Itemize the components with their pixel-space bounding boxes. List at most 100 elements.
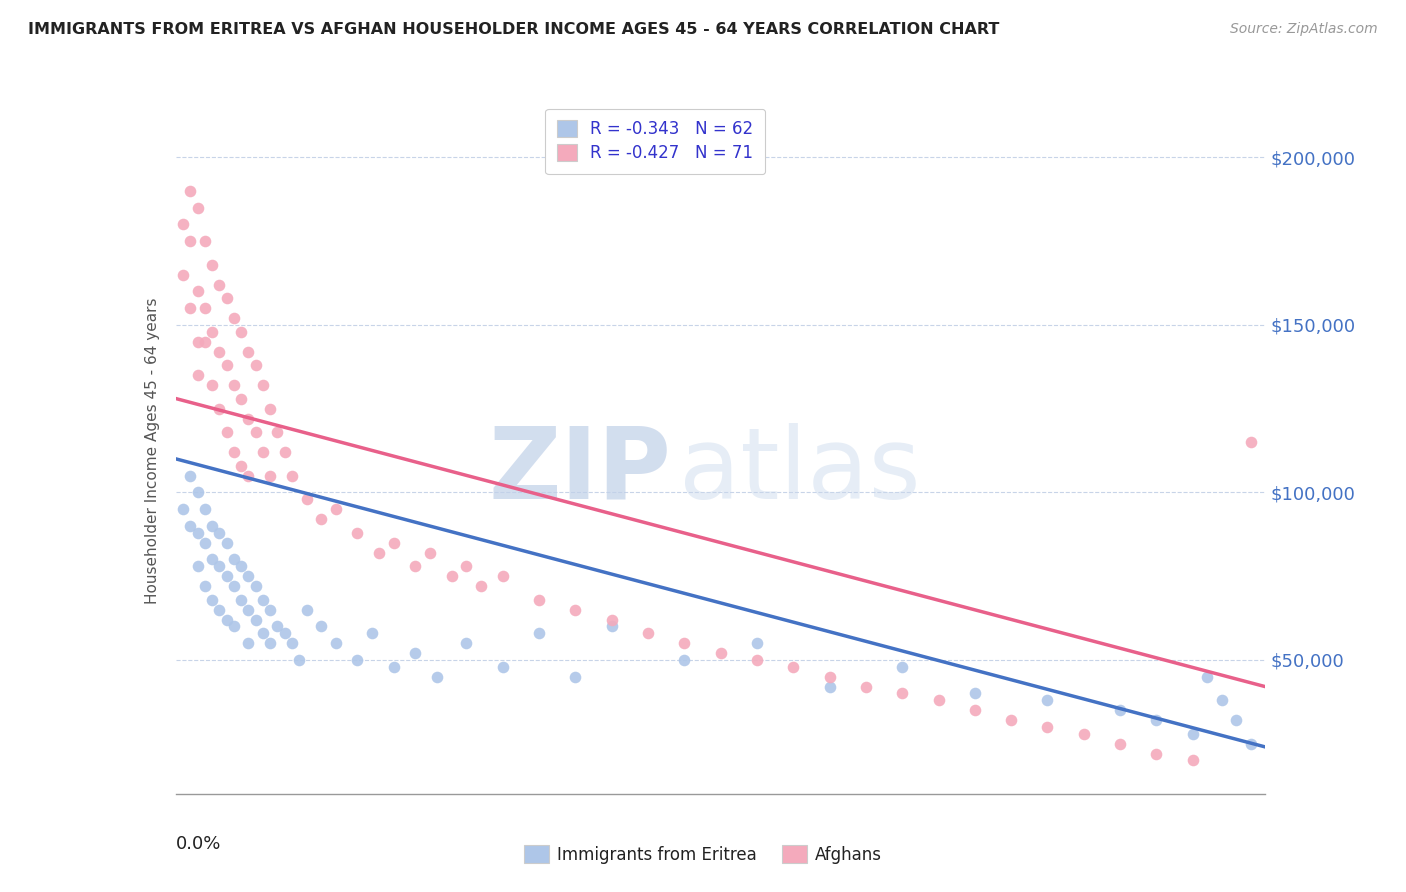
Text: ZIP: ZIP (489, 423, 672, 519)
Text: Source: ZipAtlas.com: Source: ZipAtlas.com (1230, 22, 1378, 37)
Point (440, 569, 463, 583)
Legend: Immigrants from Eritrea, Afghans: Immigrants from Eritrea, Afghans (517, 838, 889, 871)
Point (492, 569, 515, 583)
Point (231, 592, 253, 607)
Point (201, 258, 224, 272)
Point (470, 579, 492, 593)
Point (215, 569, 238, 583)
Point (818, 680, 841, 694)
Point (208, 401, 231, 416)
Point (891, 659, 914, 673)
Point (891, 686, 914, 700)
Point (710, 646, 733, 660)
Point (673, 636, 696, 650)
Point (208, 525, 231, 540)
Text: IMMIGRANTS FROM ERITREA VS AFGHAN HOUSEHOLDER INCOME AGES 45 - 64 YEARS CORRELAT: IMMIGRANTS FROM ERITREA VS AFGHAN HOUSEH… (28, 22, 1000, 37)
Point (295, 491, 318, 506)
Point (194, 502, 217, 516)
Point (172, 502, 194, 516)
Point (1109, 737, 1132, 751)
Point (527, 626, 550, 640)
Point (186, 368, 209, 382)
Point (346, 525, 368, 540)
Point (201, 592, 224, 607)
Point (222, 378, 245, 392)
Point (360, 626, 382, 640)
Point (208, 344, 231, 359)
Point (259, 401, 281, 416)
Point (252, 626, 274, 640)
Point (179, 301, 201, 315)
Point (194, 579, 217, 593)
Point (382, 659, 405, 673)
Point (1225, 713, 1247, 727)
Point (527, 592, 550, 607)
Point (855, 680, 877, 694)
Point (382, 535, 405, 549)
Point (1036, 720, 1059, 734)
Point (564, 602, 586, 616)
Point (274, 445, 297, 459)
Point (564, 670, 586, 684)
Point (231, 392, 253, 406)
Point (782, 659, 804, 673)
Point (259, 602, 281, 616)
Point (1240, 737, 1263, 751)
Point (325, 636, 347, 650)
Point (222, 619, 245, 633)
Point (818, 670, 841, 684)
Point (215, 291, 238, 305)
Point (215, 358, 238, 372)
Point (745, 653, 768, 667)
Point (179, 184, 201, 198)
Point (456, 636, 478, 650)
Point (492, 659, 515, 673)
Point (1146, 747, 1168, 761)
Point (215, 613, 238, 627)
Point (238, 636, 260, 650)
Point (238, 411, 260, 425)
Point (222, 311, 245, 326)
Point (281, 636, 304, 650)
Point (231, 325, 253, 339)
Point (1197, 670, 1219, 684)
Point (346, 653, 368, 667)
Point (295, 602, 318, 616)
Point (201, 378, 224, 392)
Point (1073, 726, 1095, 740)
Point (201, 519, 224, 533)
Point (238, 602, 260, 616)
Point (1181, 753, 1204, 767)
Y-axis label: Householder Income Ages 45 - 64 years: Householder Income Ages 45 - 64 years (145, 297, 160, 604)
Point (325, 502, 347, 516)
Point (928, 693, 950, 707)
Point (222, 445, 245, 459)
Point (252, 592, 274, 607)
Text: 0.0%: 0.0% (176, 835, 221, 853)
Point (456, 559, 478, 574)
Point (194, 334, 217, 349)
Point (238, 468, 260, 483)
Point (222, 552, 245, 566)
Point (266, 425, 288, 439)
Point (238, 569, 260, 583)
Point (288, 653, 311, 667)
Point (419, 546, 441, 560)
Point (208, 602, 231, 616)
Point (600, 619, 623, 633)
Point (222, 579, 245, 593)
Point (215, 535, 238, 549)
Point (245, 613, 267, 627)
Point (215, 425, 238, 439)
Point (186, 485, 209, 500)
Point (1036, 693, 1059, 707)
Point (1240, 435, 1263, 450)
Point (238, 344, 260, 359)
Point (673, 653, 696, 667)
Point (245, 358, 267, 372)
Point (201, 325, 224, 339)
Point (201, 552, 224, 566)
Point (172, 217, 194, 231)
Point (194, 234, 217, 248)
Point (405, 559, 427, 574)
